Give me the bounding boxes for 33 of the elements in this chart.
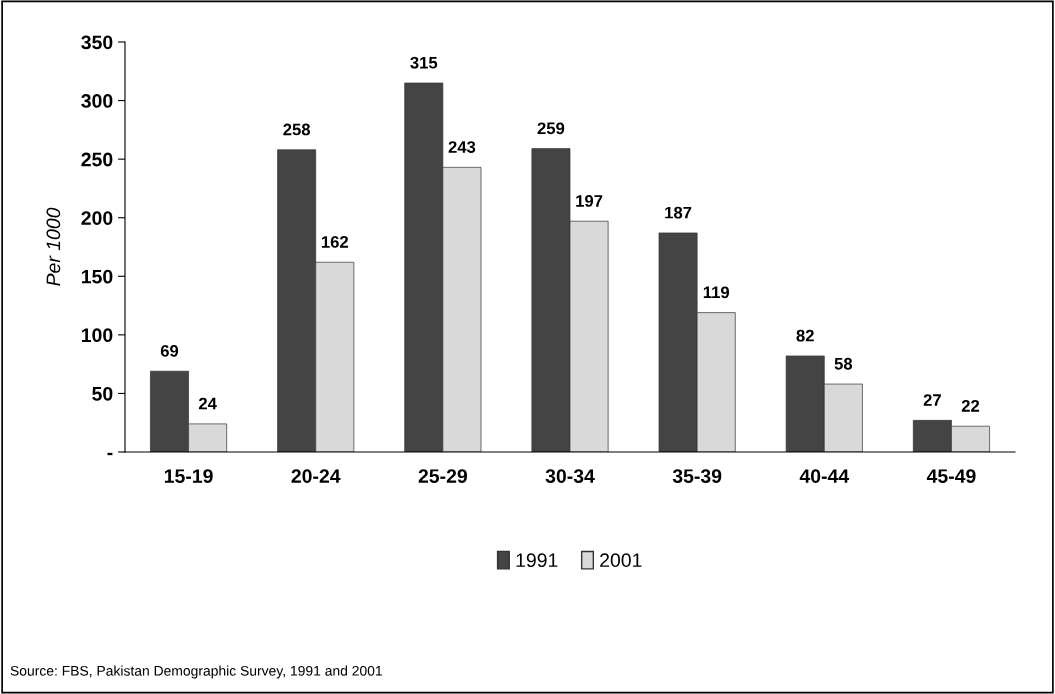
y-tick-label: - <box>107 452 113 456</box>
x-tick-label: 45-49 <box>926 469 976 483</box>
legend-label: 1991 <box>516 553 558 568</box>
data-label: 197 <box>576 195 603 207</box>
y-axis-title: Per 1000 <box>46 207 61 286</box>
x-tick-label: 35-39 <box>672 469 722 483</box>
x-tick-label: 30-34 <box>545 469 595 483</box>
x-tick-label: 40-44 <box>799 469 850 483</box>
data-label: 22 <box>961 400 980 412</box>
data-label: 315 <box>410 56 438 69</box>
y-tick-label: 50 <box>92 386 113 401</box>
source-note: Source: FBS, Pakistan Demographic Survey, 1991 and 2001 <box>10 665 382 679</box>
data-label: 27 <box>923 394 941 406</box>
y-tick-label: 350 <box>81 35 113 50</box>
y-tick-label: 100 <box>81 328 113 343</box>
data-label: 258 <box>283 123 311 136</box>
data-label: 58 <box>834 357 853 370</box>
y-tick-label: 300 <box>81 94 113 108</box>
data-label: 24 <box>198 397 217 410</box>
legend-label: 2001 <box>600 553 642 568</box>
data-label: 82 <box>796 329 814 342</box>
x-tick-label: 15-19 <box>164 469 213 483</box>
y-tick-label: 200 <box>81 211 113 225</box>
y-tick-label: 150 <box>81 269 113 284</box>
x-tick-label: 20-24 <box>291 469 341 483</box>
data-label: 243 <box>448 141 476 153</box>
y-tick-label: 250 <box>81 152 113 167</box>
data-label: 162 <box>321 236 349 248</box>
data-label: 259 <box>537 122 565 135</box>
data-label: 119 <box>703 286 730 299</box>
data-label: 187 <box>665 206 692 219</box>
data-label: 69 <box>160 344 179 357</box>
x-tick-label: 25-29 <box>418 469 467 483</box>
